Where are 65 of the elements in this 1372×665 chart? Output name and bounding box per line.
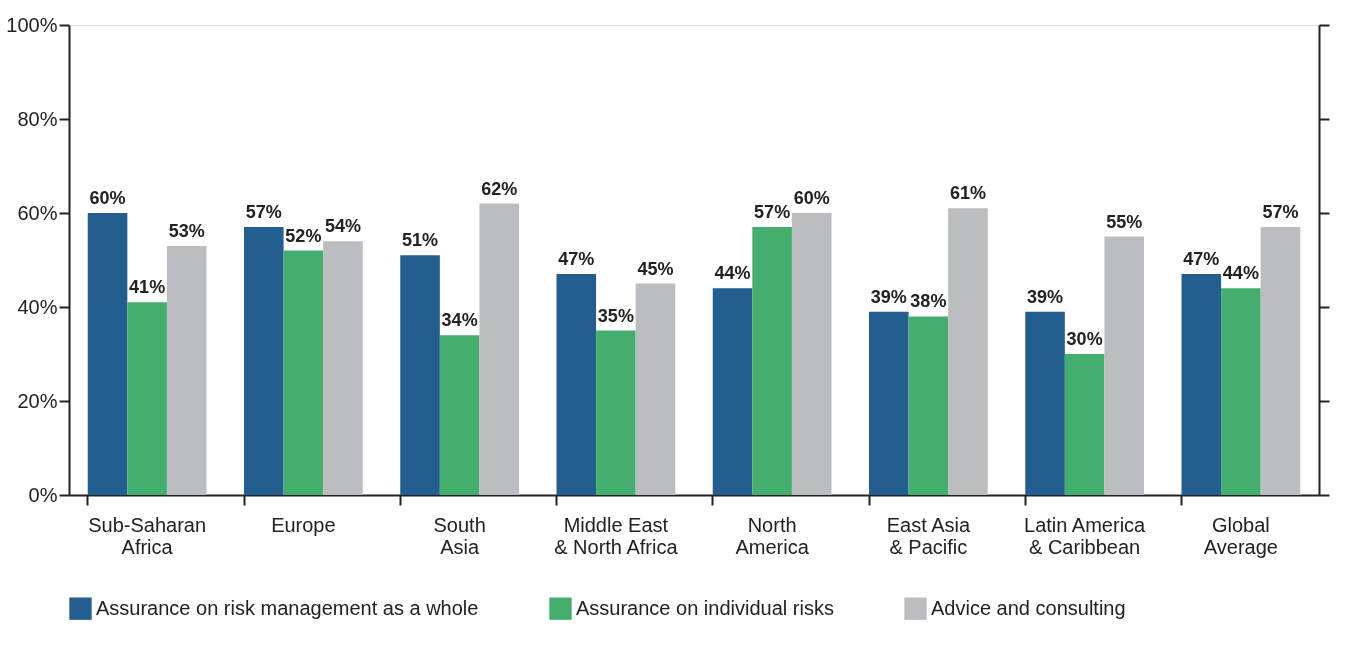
data-label: 39% bbox=[1027, 286, 1064, 307]
legend-label: Assurance on risk management as a whole bbox=[96, 596, 479, 619]
data-label: 60% bbox=[89, 188, 126, 208]
y-tick-label: 40% bbox=[17, 295, 58, 318]
data-label: 47% bbox=[558, 249, 595, 270]
data-label: 61% bbox=[949, 183, 986, 204]
data-label: 57% bbox=[754, 202, 791, 223]
x-tick-label: Middle East & North Africa bbox=[554, 513, 679, 558]
bar bbox=[635, 283, 676, 495]
data-label: 51% bbox=[402, 230, 439, 251]
data-label: 54% bbox=[324, 216, 361, 237]
bar bbox=[869, 311, 909, 495]
bar bbox=[1181, 274, 1222, 495]
y-tick-label: 60% bbox=[17, 201, 58, 224]
data-label: 38% bbox=[910, 291, 947, 312]
x-tick-label: South Asia bbox=[433, 513, 486, 558]
bar bbox=[1104, 236, 1144, 495]
data-label: 47% bbox=[1183, 249, 1220, 270]
data-label: 39% bbox=[870, 286, 907, 307]
bar bbox=[556, 274, 597, 495]
y-tick-label: 80% bbox=[17, 107, 58, 130]
bar bbox=[127, 302, 167, 495]
x-tick-label: East Asia & Pacific bbox=[886, 513, 971, 558]
y-tick-label: 20% bbox=[17, 389, 58, 412]
bar bbox=[400, 255, 440, 495]
data-label: 34% bbox=[441, 310, 478, 331]
bar bbox=[323, 241, 363, 495]
data-label: 30% bbox=[1066, 329, 1103, 349]
bar bbox=[752, 227, 792, 495]
data-label: 52% bbox=[285, 225, 322, 246]
bar bbox=[1221, 288, 1261, 495]
y-tick-label: 100% bbox=[6, 13, 58, 36]
x-tick-label: Latin America & Caribbean bbox=[1024, 513, 1147, 558]
bar bbox=[166, 245, 207, 495]
x-tick-label: North America bbox=[735, 513, 810, 558]
bar bbox=[908, 316, 949, 495]
x-tick-label: Europe bbox=[271, 513, 336, 536]
data-label: 60% bbox=[793, 188, 830, 208]
data-label: 53% bbox=[168, 220, 205, 241]
data-label: 57% bbox=[245, 202, 282, 223]
data-label: 41% bbox=[129, 277, 166, 298]
data-label: 44% bbox=[1222, 263, 1259, 284]
y-tick-label: 0% bbox=[28, 483, 58, 506]
data-label: 62% bbox=[481, 178, 518, 199]
bar bbox=[596, 330, 636, 495]
x-tick-label: Sub-Saharan Africa bbox=[88, 513, 207, 558]
bar bbox=[1260, 227, 1301, 495]
legend-label: Advice and consulting bbox=[931, 596, 1126, 619]
bar bbox=[1064, 354, 1105, 495]
bar bbox=[948, 208, 988, 495]
data-label: 35% bbox=[597, 305, 634, 326]
data-label: 44% bbox=[714, 263, 751, 284]
x-tick-label: Global Average bbox=[1203, 513, 1278, 558]
data-label: 57% bbox=[1262, 202, 1299, 223]
bar bbox=[712, 288, 753, 495]
legend-label: Assurance on individual risks bbox=[576, 596, 834, 619]
data-label: 55% bbox=[1106, 211, 1143, 232]
bar bbox=[283, 250, 324, 495]
bar bbox=[479, 203, 519, 495]
data-label: 45% bbox=[637, 258, 674, 279]
bar bbox=[791, 213, 832, 495]
bar bbox=[244, 227, 284, 495]
bar bbox=[87, 213, 128, 495]
bar bbox=[1025, 311, 1065, 495]
bar bbox=[439, 335, 480, 495]
